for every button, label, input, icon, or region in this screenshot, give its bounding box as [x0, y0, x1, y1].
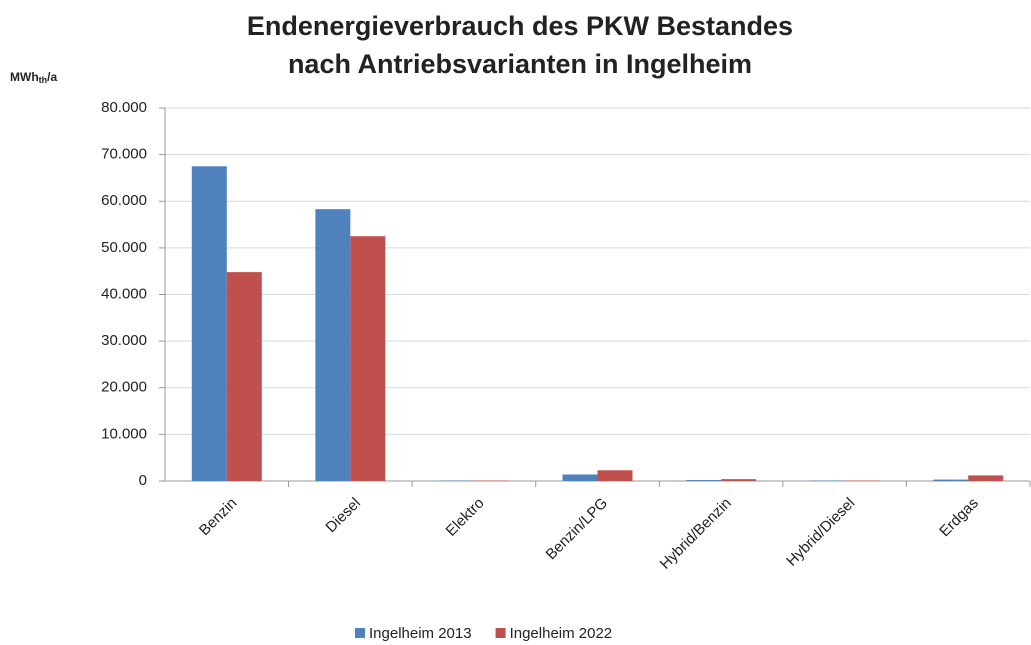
y-tick-label: 40.000 — [101, 285, 147, 302]
x-tick-label: Benzin — [196, 495, 240, 539]
bar — [562, 474, 598, 481]
bar — [721, 479, 757, 481]
y-axis-label-rest: /a — [47, 70, 57, 84]
bar — [933, 479, 969, 481]
bar — [191, 166, 227, 481]
x-tick-label: Elektro — [443, 495, 488, 540]
chart-title: Endenergieverbrauch des PKW Bestandes — [247, 11, 793, 41]
y-tick-label: 10.000 — [101, 425, 147, 442]
y-tick-label: 60.000 — [101, 192, 147, 209]
y-tick-label: 30.000 — [101, 332, 147, 349]
y-tick-label: 80.000 — [101, 99, 147, 116]
bar — [315, 209, 351, 481]
y-tick-label: 20.000 — [101, 379, 147, 396]
x-tick-label: Diesel — [322, 495, 363, 536]
bar — [968, 475, 1004, 481]
x-tick-label: Benzin/LPG — [543, 495, 612, 564]
bar — [686, 480, 722, 481]
legend-label: Ingelheim 2022 — [510, 625, 613, 642]
y-tick-label: 0 — [139, 472, 147, 489]
y-axis-label-sub: th — [39, 75, 48, 85]
bar — [350, 236, 386, 481]
y-axis-label-unit: MWh — [10, 70, 39, 84]
y-tick-label: 50.000 — [101, 239, 147, 256]
x-tick-label: Erdgas — [936, 495, 982, 541]
bar — [597, 470, 633, 481]
x-tick-label: Hybrid/Diesel — [783, 495, 858, 570]
y-tick-label: 70.000 — [101, 146, 147, 163]
legend-swatch — [495, 628, 506, 638]
bar — [226, 272, 262, 481]
y-axis-label: MWhth/a — [10, 70, 57, 85]
legend-label: Ingelheim 2013 — [369, 625, 472, 642]
chart-title: nach Antriebsvarianten in Ingelheim — [288, 49, 752, 79]
x-tick-label: Hybrid/Benzin — [657, 495, 735, 573]
legend-swatch — [355, 628, 365, 638]
